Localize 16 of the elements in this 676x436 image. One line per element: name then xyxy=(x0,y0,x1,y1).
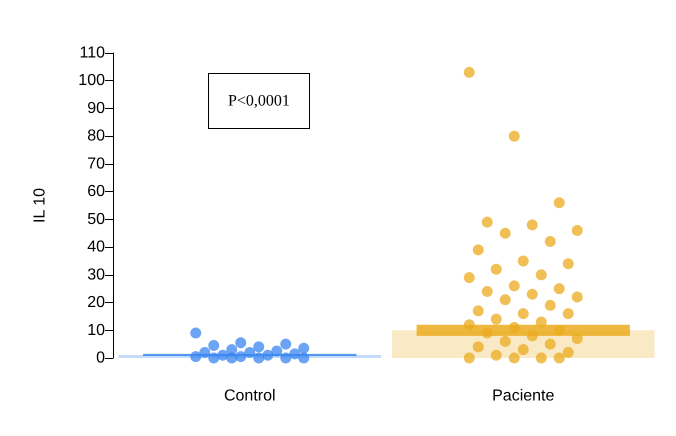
y-tick-label: 10 xyxy=(87,322,106,339)
y-tick-label: 30 xyxy=(87,266,106,284)
y-tick-label: 0 xyxy=(96,350,106,366)
y-tick-label: 100 xyxy=(78,72,106,90)
y-tick-label: 70 xyxy=(87,155,106,172)
y-axis-title: IL 10 xyxy=(32,188,48,223)
y-tick-label: 80 xyxy=(87,128,106,145)
y-tick-label: 110 xyxy=(79,44,106,62)
y-tick-label: 40 xyxy=(87,238,106,256)
y-tick-label: 90 xyxy=(87,100,106,117)
y-tick-label: 60 xyxy=(87,183,106,200)
x-tick-label: Control xyxy=(224,388,276,404)
y-tick-label: 20 xyxy=(87,294,106,312)
y-tick-label: 50 xyxy=(87,210,106,228)
annotation: P<0,0001 xyxy=(228,92,290,110)
x-tick-label: Paciente xyxy=(492,388,554,404)
